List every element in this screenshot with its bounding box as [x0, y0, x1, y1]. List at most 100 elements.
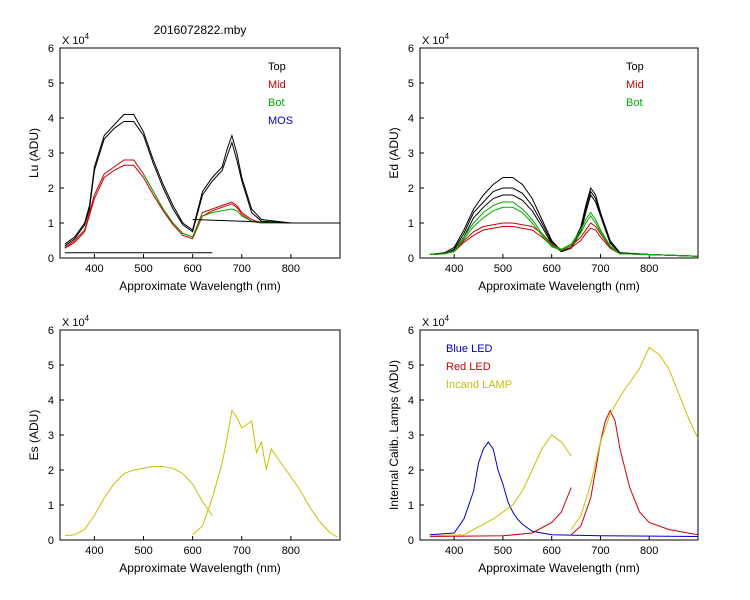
x-tick-label: 600: [543, 263, 561, 275]
x-tick-label: 800: [640, 263, 658, 275]
axis-multiplier-exponent: 4: [445, 314, 450, 323]
y-tick-label: 0: [408, 253, 414, 265]
axis-multiplier: X 104: [62, 314, 90, 329]
y-tick-label: 5: [48, 78, 54, 90]
series-line-mid: [429, 222, 698, 257]
series-line-mid: [64, 159, 340, 248]
chart-lu: 0 1 2 3 4 5 6 400 500 600 700 800 X 104 Approximate W…: [27, 32, 341, 293]
series-line-top-2: [429, 187, 698, 257]
y-tick-label: 2: [48, 465, 54, 477]
series-line-red-led-2: [570, 409, 698, 536]
y-tick-label: 6: [48, 325, 54, 337]
x-tick-label: 800: [640, 545, 658, 557]
y-tick-label: 4: [48, 113, 54, 125]
y-axis-label: Es (ADU): [27, 410, 41, 461]
x-tick-label: 400: [85, 545, 103, 557]
series-line-incand-lamp: [429, 434, 572, 537]
x-tick-label: 700: [233, 545, 251, 557]
series-line-incand-lamp-2: [570, 346, 698, 530]
legend-entry: MOS: [268, 115, 293, 127]
series-line-top-3: [429, 193, 698, 257]
legend-entry: Mid: [268, 79, 286, 91]
x-tick-label: 800: [282, 263, 300, 275]
series-line-top: [64, 114, 340, 245]
y-tick-label: 5: [408, 360, 414, 372]
y-tick-label: 6: [408, 325, 414, 337]
y-axis-label: Ed (ADU): [387, 127, 401, 178]
x-axis-label: Approximate Wavelength (nm): [478, 561, 640, 575]
x-axis-label: Approximate Wavelength (nm): [119, 561, 281, 575]
y-tick-label: 1: [48, 500, 54, 512]
x-tick-label: 800: [282, 545, 300, 557]
plot-frame: [59, 329, 341, 541]
y-axis-label: Lu (ADU): [27, 128, 41, 178]
x-tick-label: 400: [85, 263, 103, 275]
series-line-red-led: [429, 487, 572, 537]
y-tick-label: 1: [408, 500, 414, 512]
legend-entry: Red LED: [446, 361, 491, 373]
plot-frame: [59, 47, 341, 259]
x-axis-label: Approximate Wavelength (nm): [119, 279, 281, 293]
plot-frame: [419, 47, 699, 259]
figure-title: 2016072822.mby: [154, 23, 247, 37]
legend-entry: Incand LAMP: [446, 379, 512, 391]
series-line-bot: [429, 201, 698, 257]
y-tick-label: 0: [408, 535, 414, 547]
y-tick-label: 5: [48, 360, 54, 372]
series-line-top: [429, 177, 698, 257]
y-tick-label: 5: [408, 78, 414, 90]
x-tick-label: 400: [445, 263, 463, 275]
axis-multiplier-exponent: 4: [85, 314, 90, 323]
legend-entry: Bot: [268, 97, 285, 109]
series-line-mos-2: [192, 219, 340, 224]
x-tick-label: 700: [591, 263, 609, 275]
x-tick-label: 600: [183, 263, 201, 275]
y-tick-label: 6: [48, 43, 54, 55]
y-tick-label: 4: [48, 395, 54, 407]
chart-lamps: 0 1 2 3 4 5 6 400 500 600 700 800 X 104 Approximate W…: [387, 314, 699, 575]
axis-multiplier: X 104: [422, 314, 450, 329]
x-tick-label: 500: [494, 545, 512, 557]
chart-ed: 0 1 2 3 4 5 6 400 500 600 700 800 X 104 Approximate W…: [387, 32, 699, 293]
y-tick-label: 0: [48, 253, 54, 265]
x-tick-label: 700: [591, 545, 609, 557]
y-tick-label: 1: [48, 218, 54, 230]
y-tick-label: 4: [408, 395, 414, 407]
x-tick-label: 600: [183, 545, 201, 557]
legend-entry: Top: [268, 61, 286, 73]
series-line-blue-led: [429, 441, 698, 537]
x-tick-label: 700: [233, 263, 251, 275]
x-tick-label: 500: [134, 545, 152, 557]
legend-entry: Mid: [626, 79, 644, 91]
y-tick-label: 3: [408, 430, 414, 442]
legend-entry: Blue LED: [446, 343, 493, 355]
series-line-top-2: [64, 121, 340, 247]
legend-entry: Top: [626, 61, 644, 73]
axis-multiplier-exponent: 4: [85, 32, 90, 41]
y-tick-label: 2: [48, 183, 54, 195]
axis-multiplier-exponent: 4: [445, 32, 450, 41]
y-tick-label: 2: [408, 183, 414, 195]
y-tick-label: 2: [408, 465, 414, 477]
y-tick-label: 0: [48, 535, 54, 547]
y-tick-label: 1: [408, 218, 414, 230]
y-axis-label: Internal Calib. Lamps (ADU): [387, 360, 401, 510]
x-tick-label: 600: [543, 545, 561, 557]
axis-multiplier: X 104: [422, 32, 450, 47]
series-line-es: [64, 466, 213, 537]
axis-multiplier: X 104: [62, 32, 90, 47]
series-line-mid-2: [64, 164, 340, 249]
x-tick-label: 400: [445, 545, 463, 557]
y-tick-label: 4: [408, 113, 414, 125]
x-tick-label: 500: [134, 263, 152, 275]
y-tick-label: 6: [408, 43, 414, 55]
chart-es: 0 1 2 3 4 5 6 400 500 600 700 800 X 104 Approximate W…: [27, 314, 341, 575]
x-tick-label: 500: [494, 263, 512, 275]
x-axis-label: Approximate Wavelength (nm): [478, 279, 640, 293]
y-tick-label: 3: [408, 148, 414, 160]
y-tick-label: 3: [48, 148, 54, 160]
series-line-es-2: [192, 409, 338, 538]
series-line-bot-2: [429, 206, 698, 257]
legend-entry: Bot: [626, 97, 643, 109]
